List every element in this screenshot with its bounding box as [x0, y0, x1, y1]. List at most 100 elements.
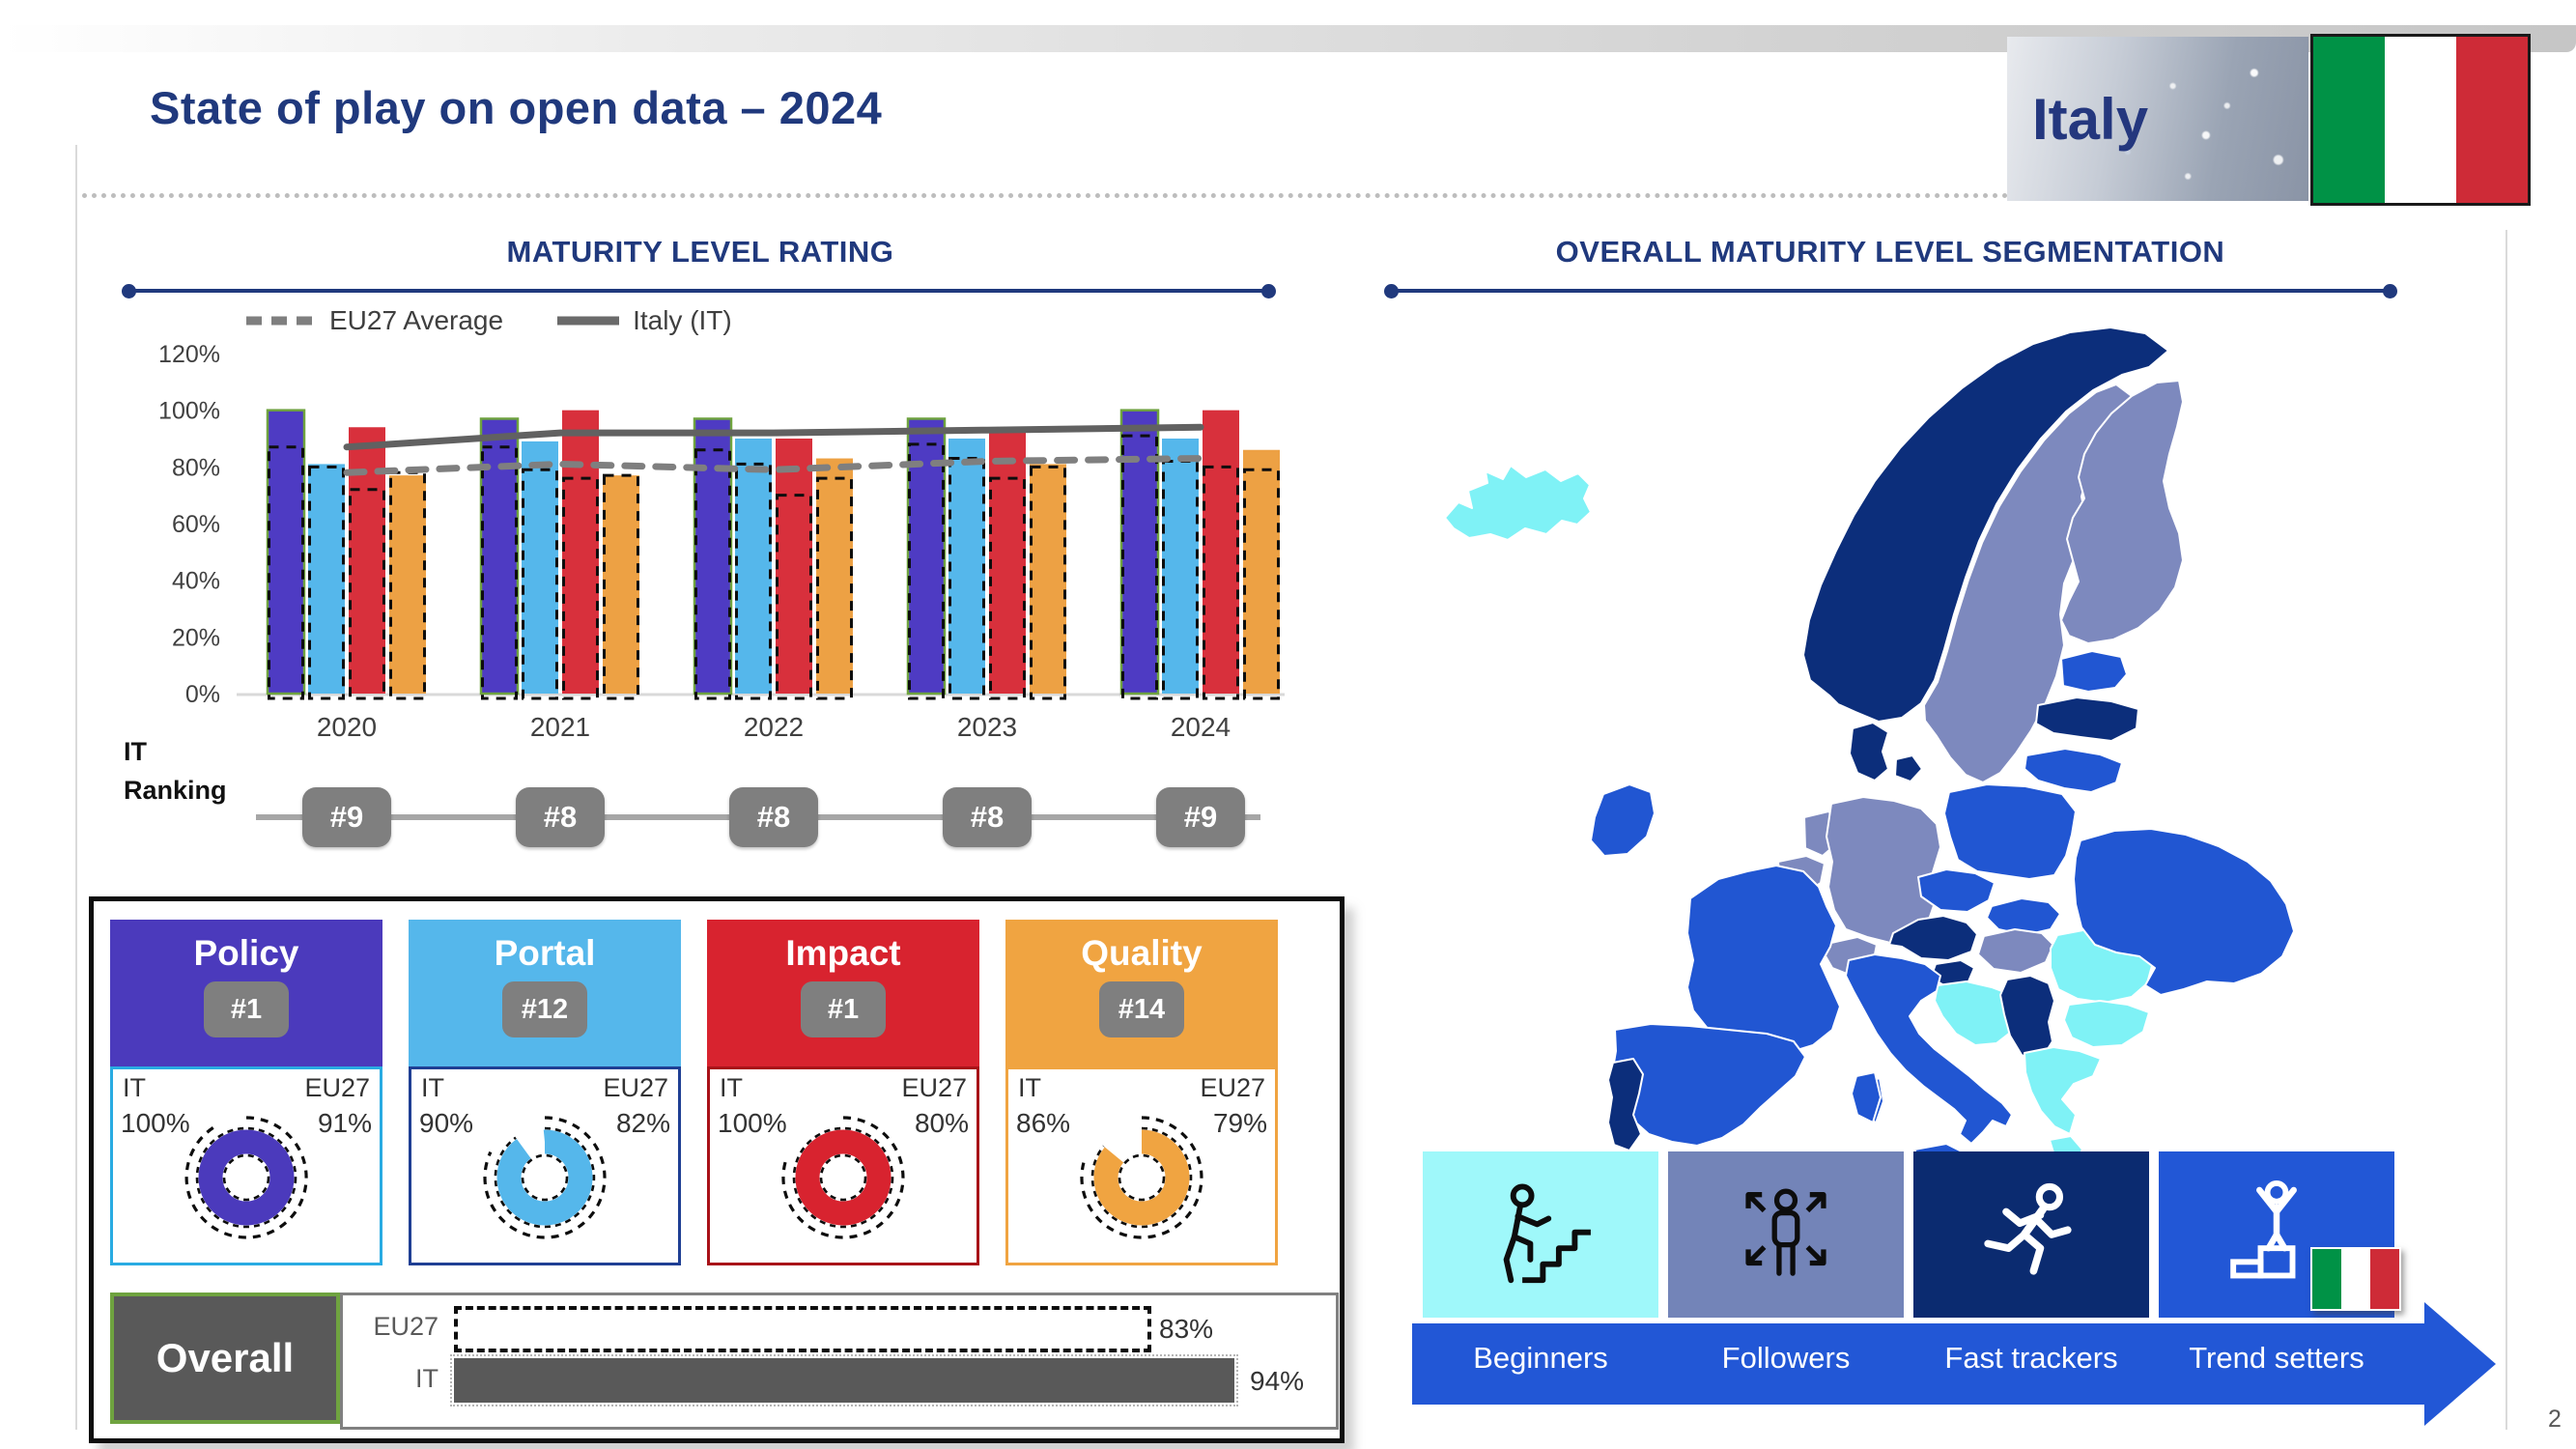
country-bulgaria [2063, 1000, 2150, 1048]
ranking-badge-2023: #8 [943, 787, 1032, 847]
country-denmark [1849, 722, 1889, 781]
dimension-card-policy: Policy #1 IT EU27 100% 91% [110, 920, 382, 1265]
eu27-outline-bar [776, 494, 812, 700]
segment-label-followers: Followers [1721, 1341, 1851, 1375]
right-edge-line [2505, 230, 2507, 1430]
card-body: IT EU27 100% 80% [707, 1066, 979, 1265]
eu27-label: EU27 [603, 1073, 668, 1102]
europe-segmentation-map [1444, 327, 2295, 1218]
card-title: Portal [494, 933, 596, 973]
country-france [1686, 865, 1841, 1054]
rule-dot [2383, 284, 2397, 298]
segment-square-followers [1668, 1151, 1904, 1318]
italy-flag [2310, 34, 2531, 206]
runner-icon [1984, 1182, 2072, 1275]
eu27-outline-bar [522, 468, 558, 700]
stairs-person-icon [1503, 1183, 1591, 1284]
bar-portal-it--2023 [948, 439, 985, 694]
country-denmark-island [1894, 754, 1923, 782]
measure-person-icon [1745, 1188, 1826, 1276]
flag-green-stripe [2312, 1249, 2341, 1309]
eu27-outline-bar [1121, 434, 1158, 700]
flag-white-stripe [2341, 1249, 2370, 1309]
country-norway [1802, 327, 2169, 723]
eu27-label: EU27 [1200, 1073, 1265, 1102]
country-estonia [2060, 650, 2128, 693]
card-title: Impact [785, 933, 901, 973]
chart-legend: EU27 Average Italy (IT) [246, 305, 732, 336]
overall-label-box: Overall [110, 1293, 340, 1424]
right-section-rule [1390, 289, 2391, 293]
country-lithuania [2024, 748, 2123, 793]
country-name: Italy [2032, 86, 2149, 152]
bar-impact-it--2020 [349, 427, 385, 694]
segment-label-fast-trackers: Fast trackers [1944, 1341, 2118, 1375]
ranking-badge-2021: #8 [516, 787, 605, 847]
svg-text:2020: 2020 [317, 712, 377, 742]
eu27-label: EU27 [901, 1073, 967, 1102]
legend-label: EU27 Average [329, 305, 504, 335]
eu27-outline-bar [308, 465, 345, 700]
legend-label: Italy (IT) [633, 305, 732, 335]
flag-red-stripe [2370, 1249, 2399, 1309]
left-edge-line [75, 145, 77, 1430]
svg-text:2021: 2021 [530, 712, 590, 742]
legend-item-eu27: EU27 Average [246, 305, 503, 336]
it-value: 100% [718, 1108, 787, 1138]
donut-impact [781, 1116, 905, 1239]
bar-quality-it--2023 [1030, 464, 1066, 694]
eu27-outline-bar [908, 442, 945, 700]
flag-green-stripe [2313, 37, 2385, 203]
dimension-card-impact: Impact #1 IT EU27 100% 80% [707, 920, 979, 1265]
it-label: IT [421, 1073, 444, 1102]
country-poland [1943, 783, 2077, 880]
it-value: 86% [1016, 1108, 1071, 1138]
eu27-value: 79% [1212, 1108, 1267, 1138]
dimension-card-portal: Portal #12 IT EU27 90% 82% [409, 920, 681, 1265]
bar-policy-it--2020 [266, 409, 306, 696]
eu27-outline-bar [1203, 465, 1239, 700]
eu27-outline-bar [481, 445, 518, 700]
country-iceland [1444, 465, 1592, 541]
it-ranking-label-line2: Ranking [124, 776, 227, 805]
legend-item-italy: Italy (IT) [557, 305, 732, 336]
bar-portal-it--2024 [1162, 439, 1199, 694]
donut-policy [184, 1116, 308, 1239]
card-rank-badge: #1 [801, 981, 886, 1037]
eu27-value: 82% [615, 1108, 670, 1138]
flag-white-stripe [2385, 37, 2456, 203]
country-czechia [1917, 868, 1996, 913]
bar-portal-it--2021 [522, 440, 558, 694]
overall-row-label-eu27: EU27 [373, 1312, 439, 1341]
svg-text:40%: 40% [172, 568, 220, 595]
it-value: 90% [419, 1108, 474, 1138]
eu27-outline-bar [389, 470, 426, 700]
bar-quality-it--2021 [603, 475, 639, 694]
bar-impact-it--2022 [776, 439, 812, 694]
eu27-outline-bar [694, 448, 731, 700]
segment-label-beginners: Beginners [1473, 1341, 1608, 1375]
right-section-title: OVERALL MATURITY LEVEL SEGMENTATION [1555, 235, 2225, 269]
eu27-outline-bar [989, 476, 1026, 700]
country-finland [2060, 380, 2184, 644]
rule-dot [1384, 284, 1399, 298]
card-header: Policy #1 [110, 920, 382, 1066]
rule-dot [1261, 284, 1276, 298]
card-header: Quality #14 [1005, 920, 1278, 1066]
svg-text:60%: 60% [172, 511, 220, 538]
eu27-value: 80% [914, 1108, 969, 1138]
it-value: 100% [121, 1108, 190, 1138]
country-ukraine [2073, 828, 2295, 996]
maturity-rating-bar-chart: 0% 20% 40% 60% 80% 100% 120% 2020 2021 2022 2023 20… [158, 341, 1285, 742]
bar-policy-it--2024 [1119, 409, 1160, 696]
eu27-outline-bar [735, 462, 772, 700]
bar-quality-it--2020 [389, 475, 426, 694]
dimension-card-quality: Quality #14 IT EU27 86% 79% [1005, 920, 1278, 1265]
it-label: IT [1018, 1073, 1041, 1102]
bar-portal-it--2020 [308, 464, 345, 694]
svg-text:2024: 2024 [1171, 712, 1231, 742]
left-section-title: MATURITY LEVEL RATING [506, 235, 894, 269]
card-rank-badge: #14 [1099, 981, 1184, 1037]
ranking-badge-2020: #9 [302, 787, 391, 847]
card-title: Policy [193, 933, 299, 973]
